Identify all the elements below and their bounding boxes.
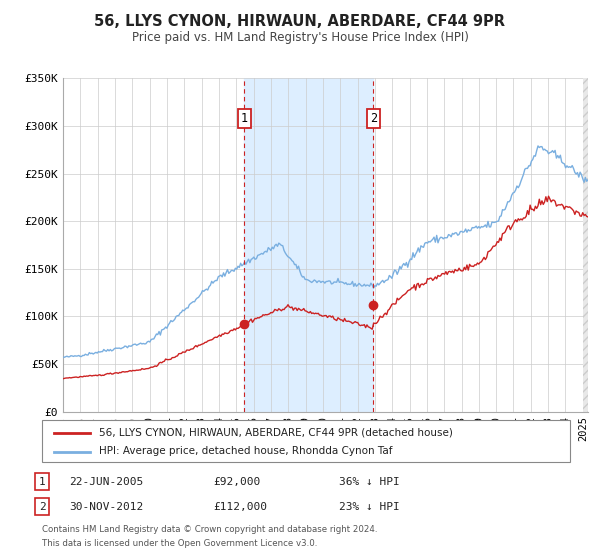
Polygon shape — [583, 78, 588, 412]
Text: £92,000: £92,000 — [213, 477, 260, 487]
Text: 1: 1 — [241, 112, 248, 125]
Text: HPI: Average price, detached house, Rhondda Cynon Taf: HPI: Average price, detached house, Rhon… — [99, 446, 392, 456]
Text: 22-JUN-2005: 22-JUN-2005 — [69, 477, 143, 487]
Text: 36% ↓ HPI: 36% ↓ HPI — [339, 477, 400, 487]
Text: 1: 1 — [38, 477, 46, 487]
Text: 56, LLYS CYNON, HIRWAUN, ABERDARE, CF44 9PR (detached house): 56, LLYS CYNON, HIRWAUN, ABERDARE, CF44 … — [99, 428, 453, 437]
Text: 30-NOV-2012: 30-NOV-2012 — [69, 502, 143, 512]
Text: 23% ↓ HPI: 23% ↓ HPI — [339, 502, 400, 512]
Text: This data is licensed under the Open Government Licence v3.0.: This data is licensed under the Open Gov… — [42, 539, 317, 548]
Text: Contains HM Land Registry data © Crown copyright and database right 2024.: Contains HM Land Registry data © Crown c… — [42, 525, 377, 534]
Text: 2: 2 — [370, 112, 377, 125]
Text: 56, LLYS CYNON, HIRWAUN, ABERDARE, CF44 9PR: 56, LLYS CYNON, HIRWAUN, ABERDARE, CF44 … — [95, 14, 505, 29]
Bar — [244, 78, 373, 412]
Text: £112,000: £112,000 — [213, 502, 267, 512]
Text: 2: 2 — [38, 502, 46, 512]
Text: Price paid vs. HM Land Registry's House Price Index (HPI): Price paid vs. HM Land Registry's House … — [131, 31, 469, 44]
